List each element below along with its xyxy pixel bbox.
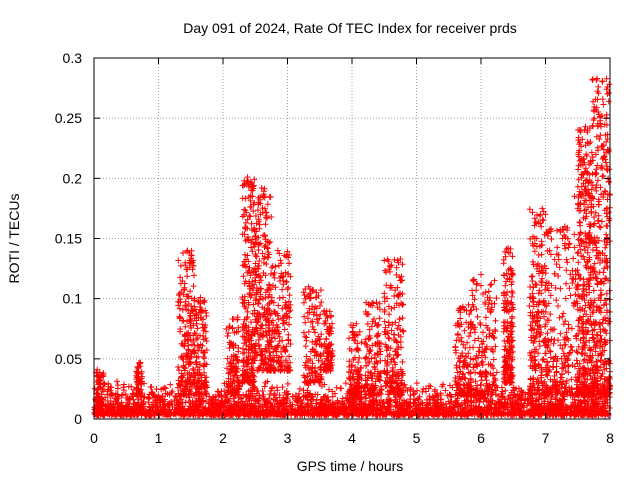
chart-svg: 01234567800.050.10.150.20.250.3 Day 091 … (0, 0, 640, 480)
roti-chart: 01234567800.050.10.150.20.250.3 Day 091 … (0, 0, 640, 480)
